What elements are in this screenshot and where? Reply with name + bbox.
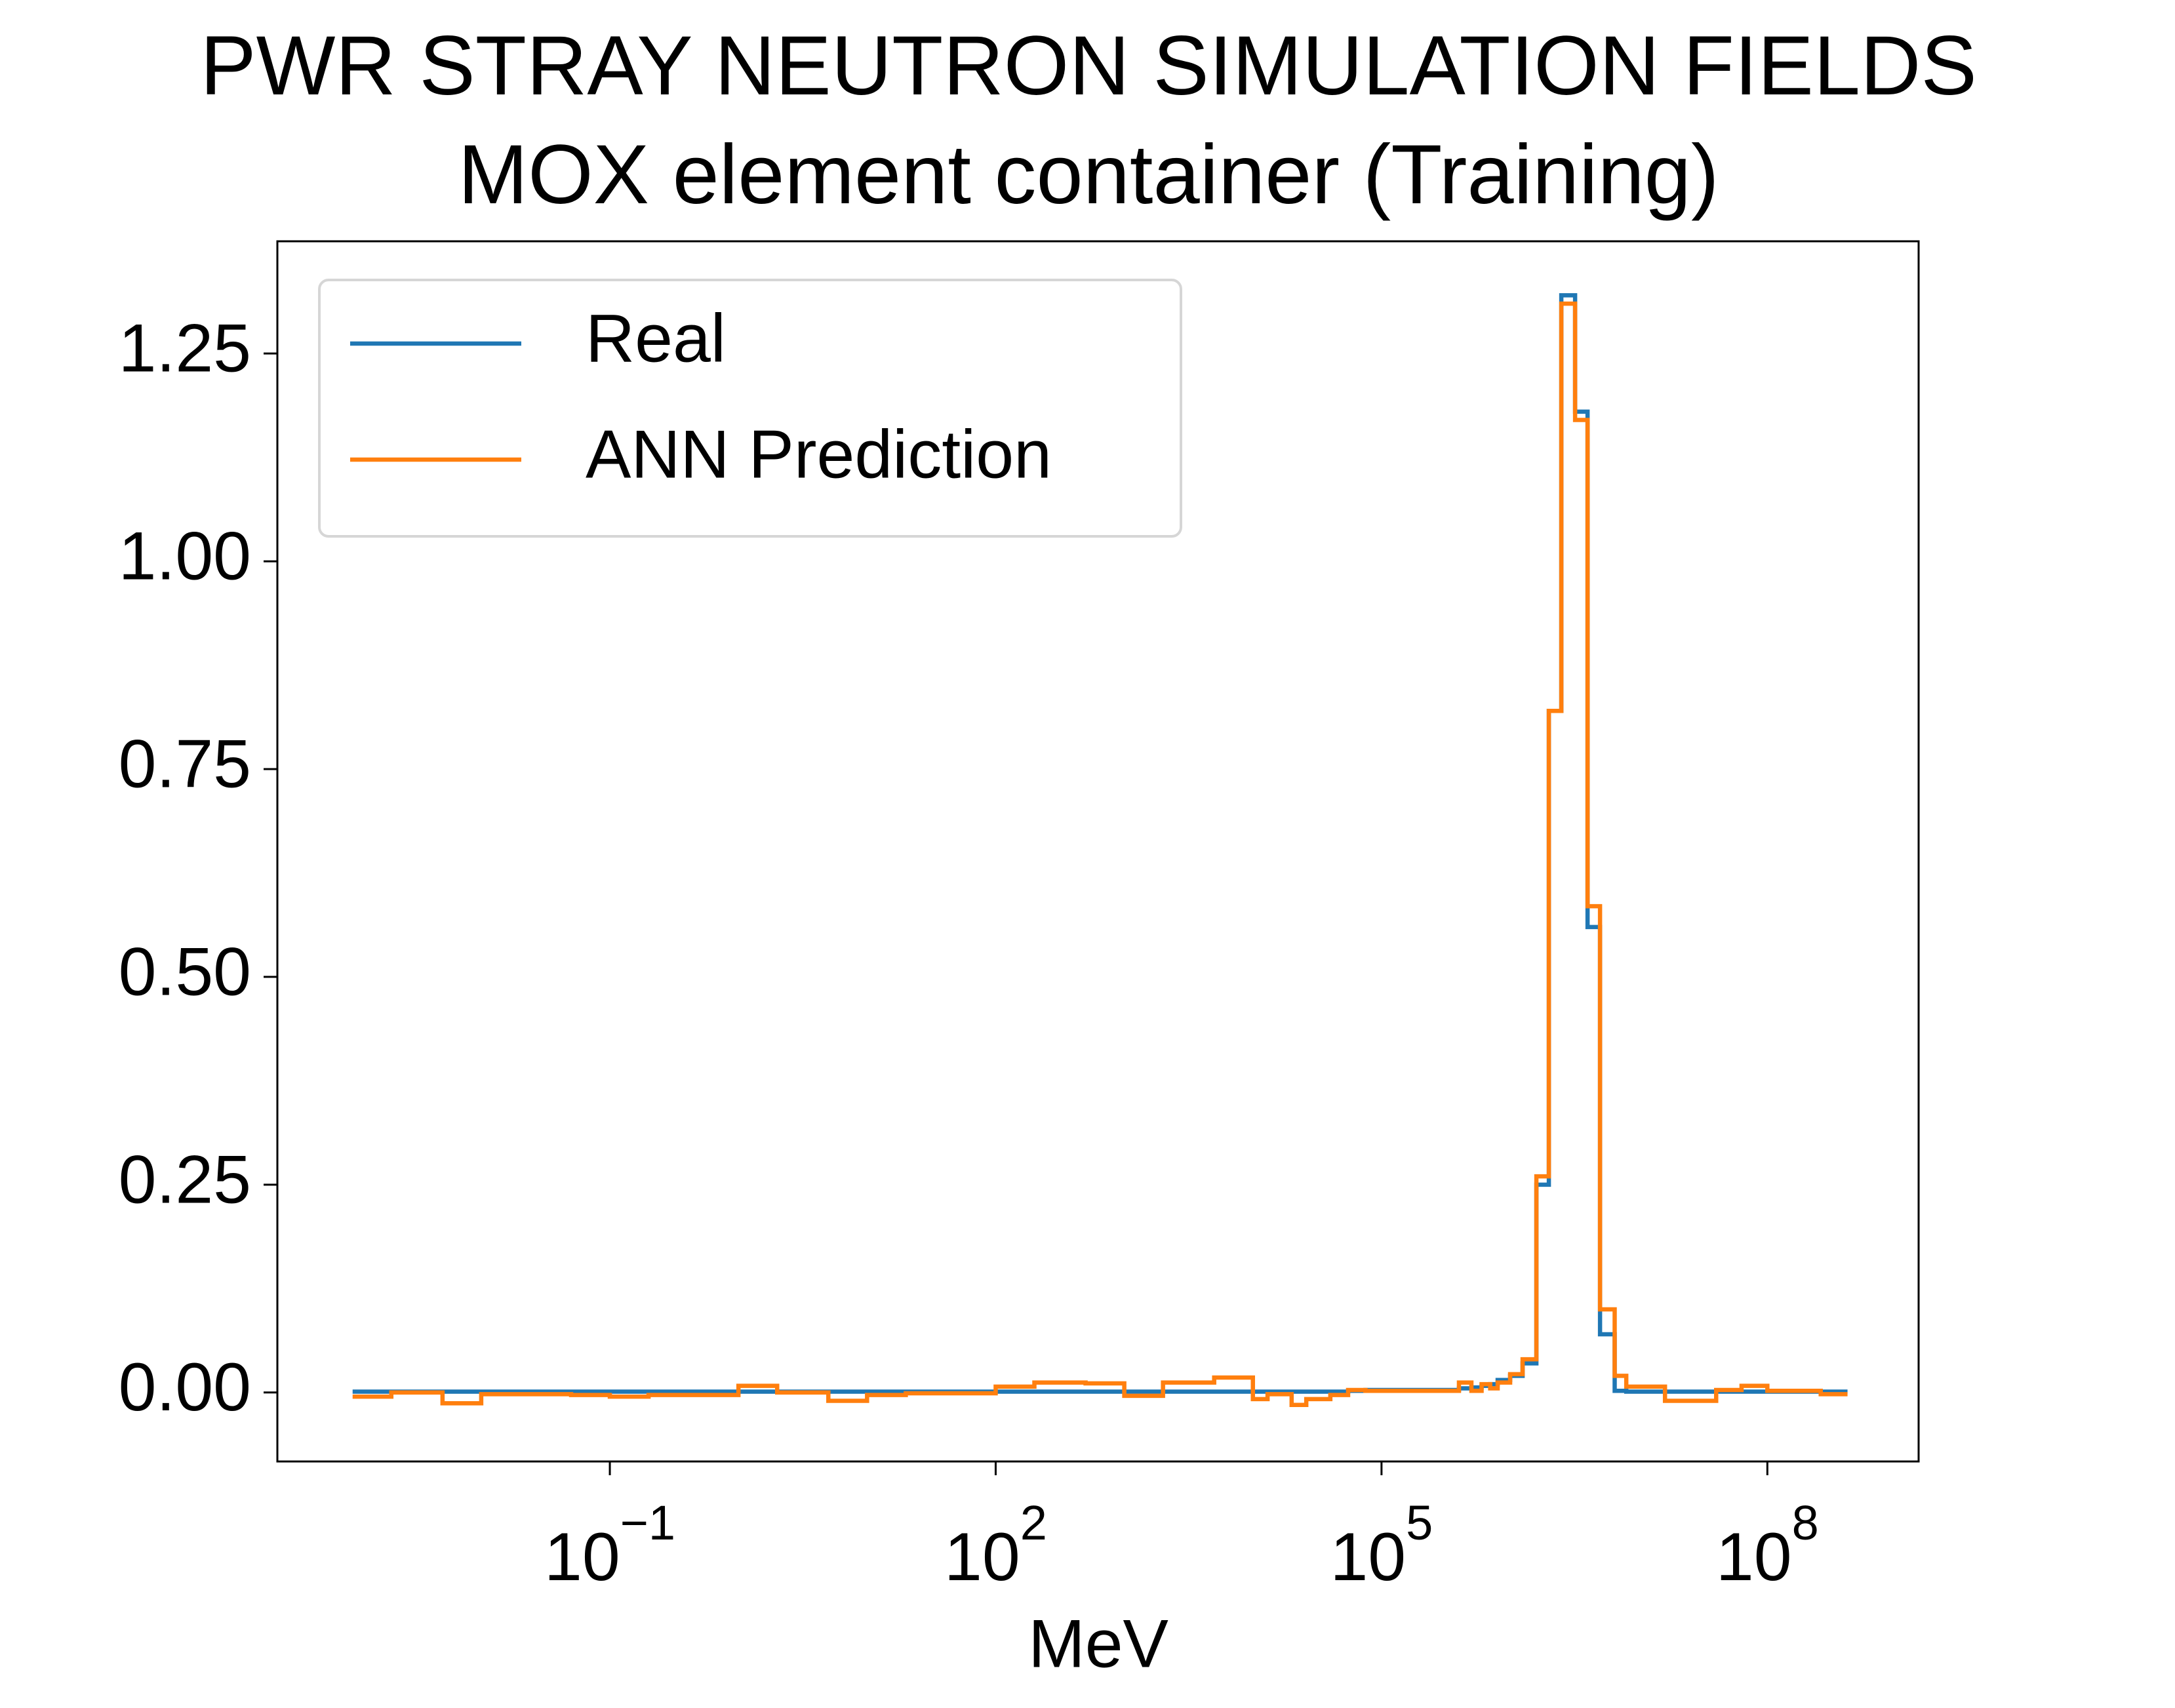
x-tick-label: 105	[1330, 1496, 1433, 1595]
x-tick-base: 10	[1716, 1519, 1792, 1595]
x-tick-exponent: 2	[1020, 1496, 1047, 1550]
x-tick-base: 10	[1330, 1519, 1406, 1595]
series-line	[352, 301, 1848, 1408]
y-tick-label: 1.00	[119, 519, 251, 595]
x-tick-label: 10−1	[544, 1496, 675, 1595]
x-tick-exponent: 5	[1406, 1496, 1433, 1550]
legend-label: Real	[586, 300, 726, 376]
x-tick-base: 10	[544, 1519, 620, 1595]
chart-title: PWR STRAY NEUTRON SIMULATION FIELDS	[200, 19, 1977, 113]
chart-subtitle: MOX element container (Training)	[458, 128, 1719, 222]
x-tick-label: 102	[944, 1496, 1047, 1595]
x-axis-label: MeV	[1028, 1606, 1168, 1682]
legend-box	[318, 279, 1182, 538]
x-tick-label: 108	[1716, 1496, 1819, 1595]
y-tick-label: 1.25	[119, 311, 251, 387]
y-tick-label: 0.75	[119, 726, 251, 802]
x-tick-base: 10	[944, 1519, 1020, 1595]
x-tick-exponent: 8	[1792, 1496, 1819, 1550]
y-tick-label: 0.25	[119, 1142, 251, 1218]
y-tick-label: 0.00	[119, 1349, 251, 1425]
x-tick-exponent: −1	[620, 1496, 675, 1550]
plot-frame	[276, 240, 1920, 1463]
legend-label: ANN Prediction	[586, 416, 1052, 492]
y-tick-label: 0.50	[119, 934, 251, 1010]
